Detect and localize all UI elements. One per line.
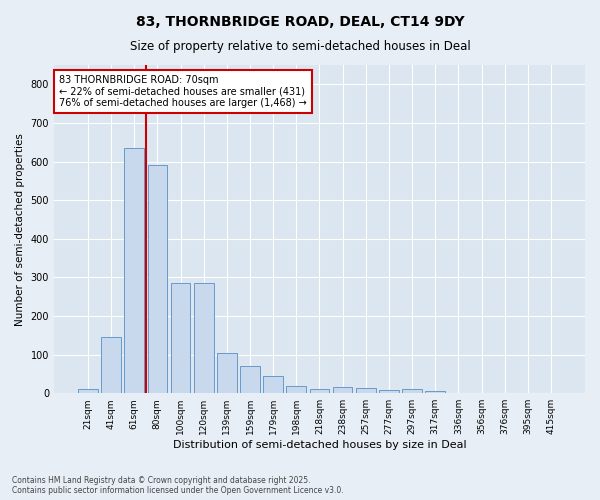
Bar bbox=[148, 166, 167, 393]
Text: Contains HM Land Registry data © Crown copyright and database right 2025.
Contai: Contains HM Land Registry data © Crown c… bbox=[12, 476, 344, 495]
Bar bbox=[379, 390, 399, 393]
Bar bbox=[310, 390, 329, 393]
Bar bbox=[78, 388, 98, 393]
Bar bbox=[101, 337, 121, 393]
Bar bbox=[240, 366, 260, 393]
Bar bbox=[124, 148, 144, 393]
Bar bbox=[402, 390, 422, 393]
Text: Size of property relative to semi-detached houses in Deal: Size of property relative to semi-detach… bbox=[130, 40, 470, 53]
X-axis label: Distribution of semi-detached houses by size in Deal: Distribution of semi-detached houses by … bbox=[173, 440, 466, 450]
Bar bbox=[333, 388, 352, 393]
Bar bbox=[194, 283, 214, 393]
Text: 83 THORNBRIDGE ROAD: 70sqm
← 22% of semi-detached houses are smaller (431)
76% o: 83 THORNBRIDGE ROAD: 70sqm ← 22% of semi… bbox=[59, 75, 307, 108]
Bar bbox=[286, 386, 306, 393]
Text: 83, THORNBRIDGE ROAD, DEAL, CT14 9DY: 83, THORNBRIDGE ROAD, DEAL, CT14 9DY bbox=[136, 15, 464, 29]
Y-axis label: Number of semi-detached properties: Number of semi-detached properties bbox=[15, 132, 25, 326]
Bar bbox=[356, 388, 376, 393]
Bar bbox=[263, 376, 283, 393]
Bar bbox=[170, 283, 190, 393]
Bar bbox=[425, 392, 445, 393]
Bar bbox=[217, 352, 236, 393]
